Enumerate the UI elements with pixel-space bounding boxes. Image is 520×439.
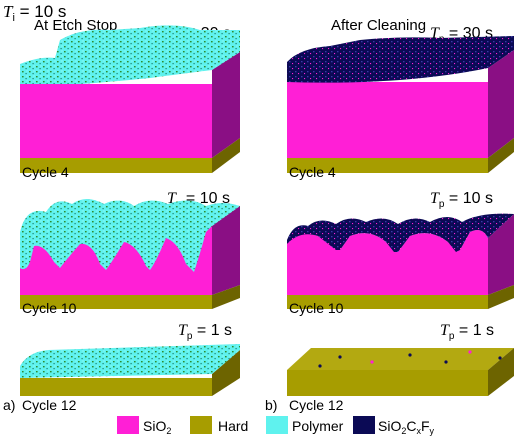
polymer-layer	[20, 199, 240, 272]
sio2-front-face	[287, 82, 488, 158]
panel-letter-b: b)	[265, 397, 277, 413]
hard-top-face	[287, 348, 514, 370]
sio2-side-face	[488, 214, 514, 295]
sio2-side-face	[212, 206, 240, 295]
legend-label-polymer: Polymer	[292, 418, 344, 434]
block-cycle12-after-cleaning	[287, 348, 514, 396]
legend-label-sio2: SiO2	[143, 418, 171, 436]
hard-side-face	[488, 138, 514, 173]
panel-letter-a: a)	[3, 397, 15, 413]
hard-front-face	[20, 158, 212, 173]
polymer-layer	[20, 25, 240, 84]
ti-label: Ti = 10 s	[3, 2, 66, 24]
hard-front-face	[20, 378, 212, 396]
legend-swatch-polymer	[266, 416, 288, 434]
column-title-after-cleaning: After Cleaning	[331, 17, 426, 34]
hard-side-face	[212, 350, 240, 396]
block-cycle12-etch-stop	[20, 344, 240, 396]
residue-speck	[498, 356, 502, 360]
sio2-side-face	[212, 52, 240, 158]
tp-label: Tp = 1 s	[440, 322, 494, 342]
hard-front-face	[287, 370, 488, 396]
block-cycle4-after-cleaning	[287, 36, 514, 173]
legend: SiO2 Hard Polymer SiO2CxFy	[117, 416, 435, 436]
block-cycle10-after-cleaning	[287, 213, 514, 309]
residue-speck	[444, 360, 448, 364]
sio2-front-face	[20, 84, 212, 158]
sio2cxfy-layer	[287, 36, 514, 83]
cycle-label: Cycle 4	[289, 164, 336, 180]
residue-speck	[370, 360, 374, 364]
residue-speck	[318, 364, 322, 368]
legend-label-sio2cxfy: SiO2CxFy	[378, 418, 435, 436]
legend-swatch-hard	[190, 416, 212, 434]
tp-label: Tp = 10 s	[430, 190, 493, 210]
block-cycle4-etch-stop	[20, 25, 240, 173]
cycle-label: Cycle 12	[22, 397, 77, 413]
hard-side-face	[212, 285, 240, 309]
residue-speck	[468, 350, 472, 354]
sio2cxfy-layer	[287, 213, 514, 252]
hard-front-face	[20, 295, 212, 309]
hard-side-face	[488, 285, 514, 309]
hard-side-face	[488, 348, 514, 396]
hard-side-face	[212, 138, 240, 173]
legend-swatch-sio2cxfy	[353, 416, 375, 434]
tp-label: Tp = 1 s	[178, 322, 232, 342]
polymer-layer	[20, 344, 240, 378]
cycle-label: Cycle 10	[289, 300, 344, 316]
cycle-label: Cycle 4	[22, 164, 69, 180]
sio2-side-face	[488, 50, 514, 158]
legend-label-hard: Hard	[218, 418, 248, 434]
hard-front-face	[287, 158, 488, 173]
residue-speck	[338, 355, 342, 359]
legend-swatch-sio2	[117, 416, 139, 434]
residue-speck	[408, 353, 412, 357]
cycle-label: Cycle 12	[289, 397, 344, 413]
block-cycle10-etch-stop	[20, 199, 240, 309]
column-title-etch-stop: At Etch Stop	[34, 17, 117, 34]
hard-front-face	[287, 295, 488, 309]
cycle-label: Cycle 10	[22, 300, 77, 316]
sio2-front-face	[287, 230, 488, 295]
